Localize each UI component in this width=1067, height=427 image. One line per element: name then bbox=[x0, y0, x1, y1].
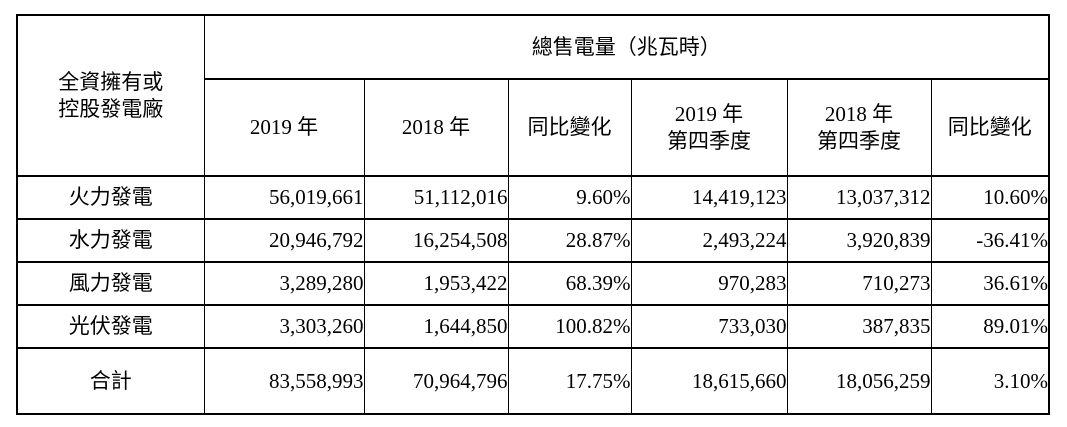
col-header-2018: 2018 年 bbox=[363, 78, 509, 177]
table-row-thermal: 火力發電 56,019,661 51,112,016 9.60% 14,419,… bbox=[16, 175, 1050, 220]
cell-q4-2019: 733,030 bbox=[630, 304, 788, 349]
cell-q4-2018: 710,273 bbox=[786, 261, 932, 306]
row-label: 火力發電 bbox=[16, 175, 205, 220]
row-label: 水力發電 bbox=[16, 218, 205, 263]
electricity-sales-table: 全資擁有或 控股發電廠 總售電量（兆瓦時） 2019 年 2018 年 同比變化… bbox=[16, 14, 1050, 415]
cell-2018: 1,953,422 bbox=[363, 261, 509, 306]
cell-yoy: 68.39% bbox=[507, 261, 632, 306]
total-cell-q4-2019: 18,615,660 bbox=[630, 347, 788, 415]
table-row-wind: 風力發電 3,289,280 1,953,422 68.39% 970,283 … bbox=[16, 261, 1050, 306]
cell-2018: 16,254,508 bbox=[363, 218, 509, 263]
corner-header-line1: 全資擁有或 bbox=[58, 70, 164, 95]
cell-2019: 3,289,280 bbox=[203, 261, 365, 306]
group-header-total-sales: 總售電量（兆瓦時） bbox=[203, 14, 1050, 80]
table-row-solar: 光伏發電 3,303,260 1,644,850 100.82% 733,030… bbox=[16, 304, 1050, 349]
total-cell-q4-2018: 18,056,259 bbox=[786, 347, 932, 415]
cell-q4-2018: 13,037,312 bbox=[786, 175, 932, 220]
total-row-label: 合計 bbox=[16, 347, 205, 415]
column-header-row: 2019 年 2018 年 同比變化 2019 年 第四季度 2018 年 第四… bbox=[17, 78, 1050, 177]
cell-q4-2018: 387,835 bbox=[786, 304, 932, 349]
col-header-yoy-change: 同比變化 bbox=[507, 78, 632, 177]
cell-q4-2019: 2,493,224 bbox=[630, 218, 788, 263]
cell-yoy: 9.60% bbox=[507, 175, 632, 220]
col-header-2019: 2019 年 bbox=[203, 78, 365, 177]
total-cell-2019: 83,558,993 bbox=[203, 347, 365, 415]
cell-yoy: 28.87% bbox=[507, 218, 632, 263]
total-cell-q4-yoy: 3.10% bbox=[930, 347, 1050, 415]
col-header-2019-q4: 2019 年 第四季度 bbox=[630, 78, 788, 177]
row-label: 風力發電 bbox=[16, 261, 205, 306]
cell-q4-2019: 970,283 bbox=[630, 261, 788, 306]
cell-2019: 20,946,792 bbox=[203, 218, 365, 263]
cell-2019: 3,303,260 bbox=[203, 304, 365, 349]
total-cell-2018: 70,964,796 bbox=[363, 347, 509, 415]
cell-q4-yoy: 89.01% bbox=[930, 304, 1050, 349]
table-row-hydro: 水力發電 20,946,792 16,254,508 28.87% 2,493,… bbox=[16, 218, 1050, 263]
group-header-row: 全資擁有或 控股發電廠 總售電量（兆瓦時） bbox=[16, 14, 1050, 177]
cell-yoy: 100.82% bbox=[507, 304, 632, 349]
cell-q4-2019: 14,419,123 bbox=[630, 175, 788, 220]
col-header-2018-q4: 2018 年 第四季度 bbox=[786, 78, 932, 177]
table-row-total: 合計 83,558,993 70,964,796 17.75% 18,615,6… bbox=[16, 347, 1050, 415]
total-cell-yoy: 17.75% bbox=[507, 347, 632, 415]
cell-2018: 1,644,850 bbox=[363, 304, 509, 349]
cell-q4-yoy: -36.41% bbox=[930, 218, 1050, 263]
col-header-q4-yoy-change: 同比變化 bbox=[930, 78, 1050, 177]
cell-q4-2018: 3,920,839 bbox=[786, 218, 932, 263]
corner-header-plants: 全資擁有或 控股發電廠 bbox=[16, 14, 205, 177]
corner-header-line2: 控股發電廠 bbox=[58, 96, 164, 121]
cell-2019: 56,019,661 bbox=[203, 175, 365, 220]
cell-q4-yoy: 10.60% bbox=[930, 175, 1050, 220]
row-label: 光伏發電 bbox=[16, 304, 205, 349]
cell-2018: 51,112,016 bbox=[363, 175, 509, 220]
cell-q4-yoy: 36.61% bbox=[930, 261, 1050, 306]
